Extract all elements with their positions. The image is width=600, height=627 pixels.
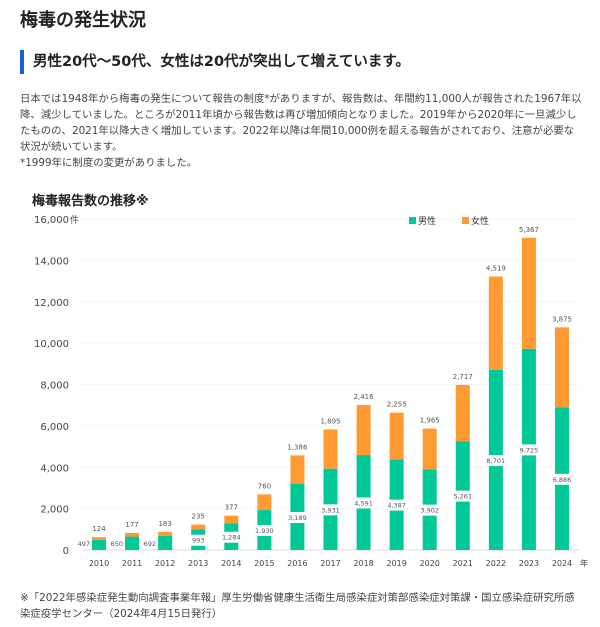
data-label-female: 1,895 [320,417,340,425]
data-label-male: 3,902 [420,507,439,515]
data-label-male: 993 [192,537,204,545]
data-label-female: 2,717 [453,373,473,381]
label-bg [454,490,471,502]
data-label-male: 1,284 [222,534,241,542]
intro-paragraph: 日本では1948年から梅毒の発生について報告の制度*がありますが、報告数は、年間… [20,93,582,153]
legend-label: 男性 [418,215,436,227]
data-label-female: 2,416 [354,393,375,401]
data-label-female: 377 [225,504,238,512]
bar-female [422,428,437,470]
data-label-male: 497 [78,540,90,548]
bar-female [555,327,569,408]
data-label-female: 3,875 [552,315,572,323]
x-tick-label: 2018 [353,559,373,568]
x-tick-label: 2022 [486,559,506,568]
x-tick-label: 2016 [287,559,307,568]
data-label-male: 9,725 [520,446,539,454]
y-tick-label: 8,000 [40,381,69,392]
x-unit-label: 年 [580,558,588,568]
bar-female [389,412,404,460]
label-bg [289,512,306,524]
label-bg [256,525,273,537]
x-tick-label: 2013 [188,559,208,568]
label-bg [355,497,372,509]
data-label-female: 4,519 [486,265,506,273]
bar-female [488,276,503,370]
data-label-male: 4,591 [354,500,373,508]
data-label-female: 1,965 [420,417,440,425]
bar-female [125,532,140,537]
data-label-female: 2,255 [387,401,407,409]
x-tick-label: 2014 [221,559,241,568]
section-heading: 男性20代～50代、女性は20代が突出して増えています。 [20,50,410,74]
bar-female [257,494,272,511]
bar-female [356,405,371,456]
x-tick-label: 2017 [320,559,340,568]
label-bg [520,444,537,456]
data-label-female: 124 [92,525,106,533]
y-tick-label: 6,000 [40,422,69,433]
x-tick-label: 2012 [155,559,175,568]
legend-swatch [409,217,416,224]
label-bg [388,499,405,511]
label-bg [190,534,207,546]
data-label-female: 183 [158,520,171,528]
data-label-female: 5,367 [519,226,539,234]
data-label-male: 3,931 [321,506,340,514]
bar-male [125,536,140,550]
source-note: ※「2022年感染症発生動向調査事業年報」厚生労働省健康生活衛生局感染症対策部感… [20,592,575,620]
y-tick-label: 16,000 [34,215,69,226]
y-tick-label: 12,000 [34,298,69,309]
label-bg [487,454,504,466]
label-bg [322,504,339,516]
chart-title: 梅毒報告数の推移※ [32,193,149,209]
bar-female [323,429,338,469]
data-label-female: 235 [192,513,205,521]
x-tick-label: 2024 [552,559,572,568]
y-tick-label: 14,000 [34,256,69,267]
data-label-female: 177 [125,521,138,529]
data-label-male: 1,930 [255,527,274,535]
x-tick-label: 2015 [254,559,274,568]
syphilis-reports-chart: 梅毒報告数の推移※ 0 2,000 4,000 6,000 8,000 10,000 12,… [32,193,588,568]
bar-female [191,524,206,530]
bar-male [158,535,173,550]
intro-text: 日本では1948年から梅毒の発生について報告の制度*がありますが、報告数は、年間… [20,91,582,171]
y-tick-label: 2,000 [40,505,69,516]
legend-swatch [462,217,469,224]
label-bg [421,504,438,516]
bar-male [92,539,106,550]
bar-female [521,237,536,349]
data-label-female: 760 [258,482,271,490]
x-tick-label: 2010 [89,559,109,568]
data-label-male: 4,387 [387,502,406,510]
bar-female [92,537,106,540]
x-tick-label: 2019 [386,559,406,568]
page-title: 梅毒の発生状況 [20,10,146,31]
data-label-male: 6,886 [553,476,572,484]
x-tick-label: 2023 [519,559,539,568]
data-label-female: 1,386 [287,443,308,451]
intro-note: *1999年に制度の変更がありました。 [20,157,198,169]
bar-female [224,515,239,524]
label-bg [223,531,240,543]
legend-label: 女性 [471,215,489,227]
x-tick-label: 2021 [453,559,473,568]
data-label-male: 692 [144,540,156,548]
y-tick-label: 10,000 [34,339,69,350]
bar-female [455,384,470,442]
data-label-male: 8,701 [487,457,506,465]
data-label-male: 5,261 [453,493,472,501]
x-tick-label: 2011 [122,559,142,568]
data-label-male: 3,189 [288,514,307,522]
data-label-male: 650 [111,540,123,548]
bar-female [290,455,305,485]
y-tick-label: 0 [63,546,69,557]
y-unit-label: 件 [70,214,79,226]
label-bg [554,473,570,485]
bar-female [158,531,173,536]
x-tick-label: 2020 [420,559,440,568]
y-tick-label: 4,000 [40,463,69,474]
